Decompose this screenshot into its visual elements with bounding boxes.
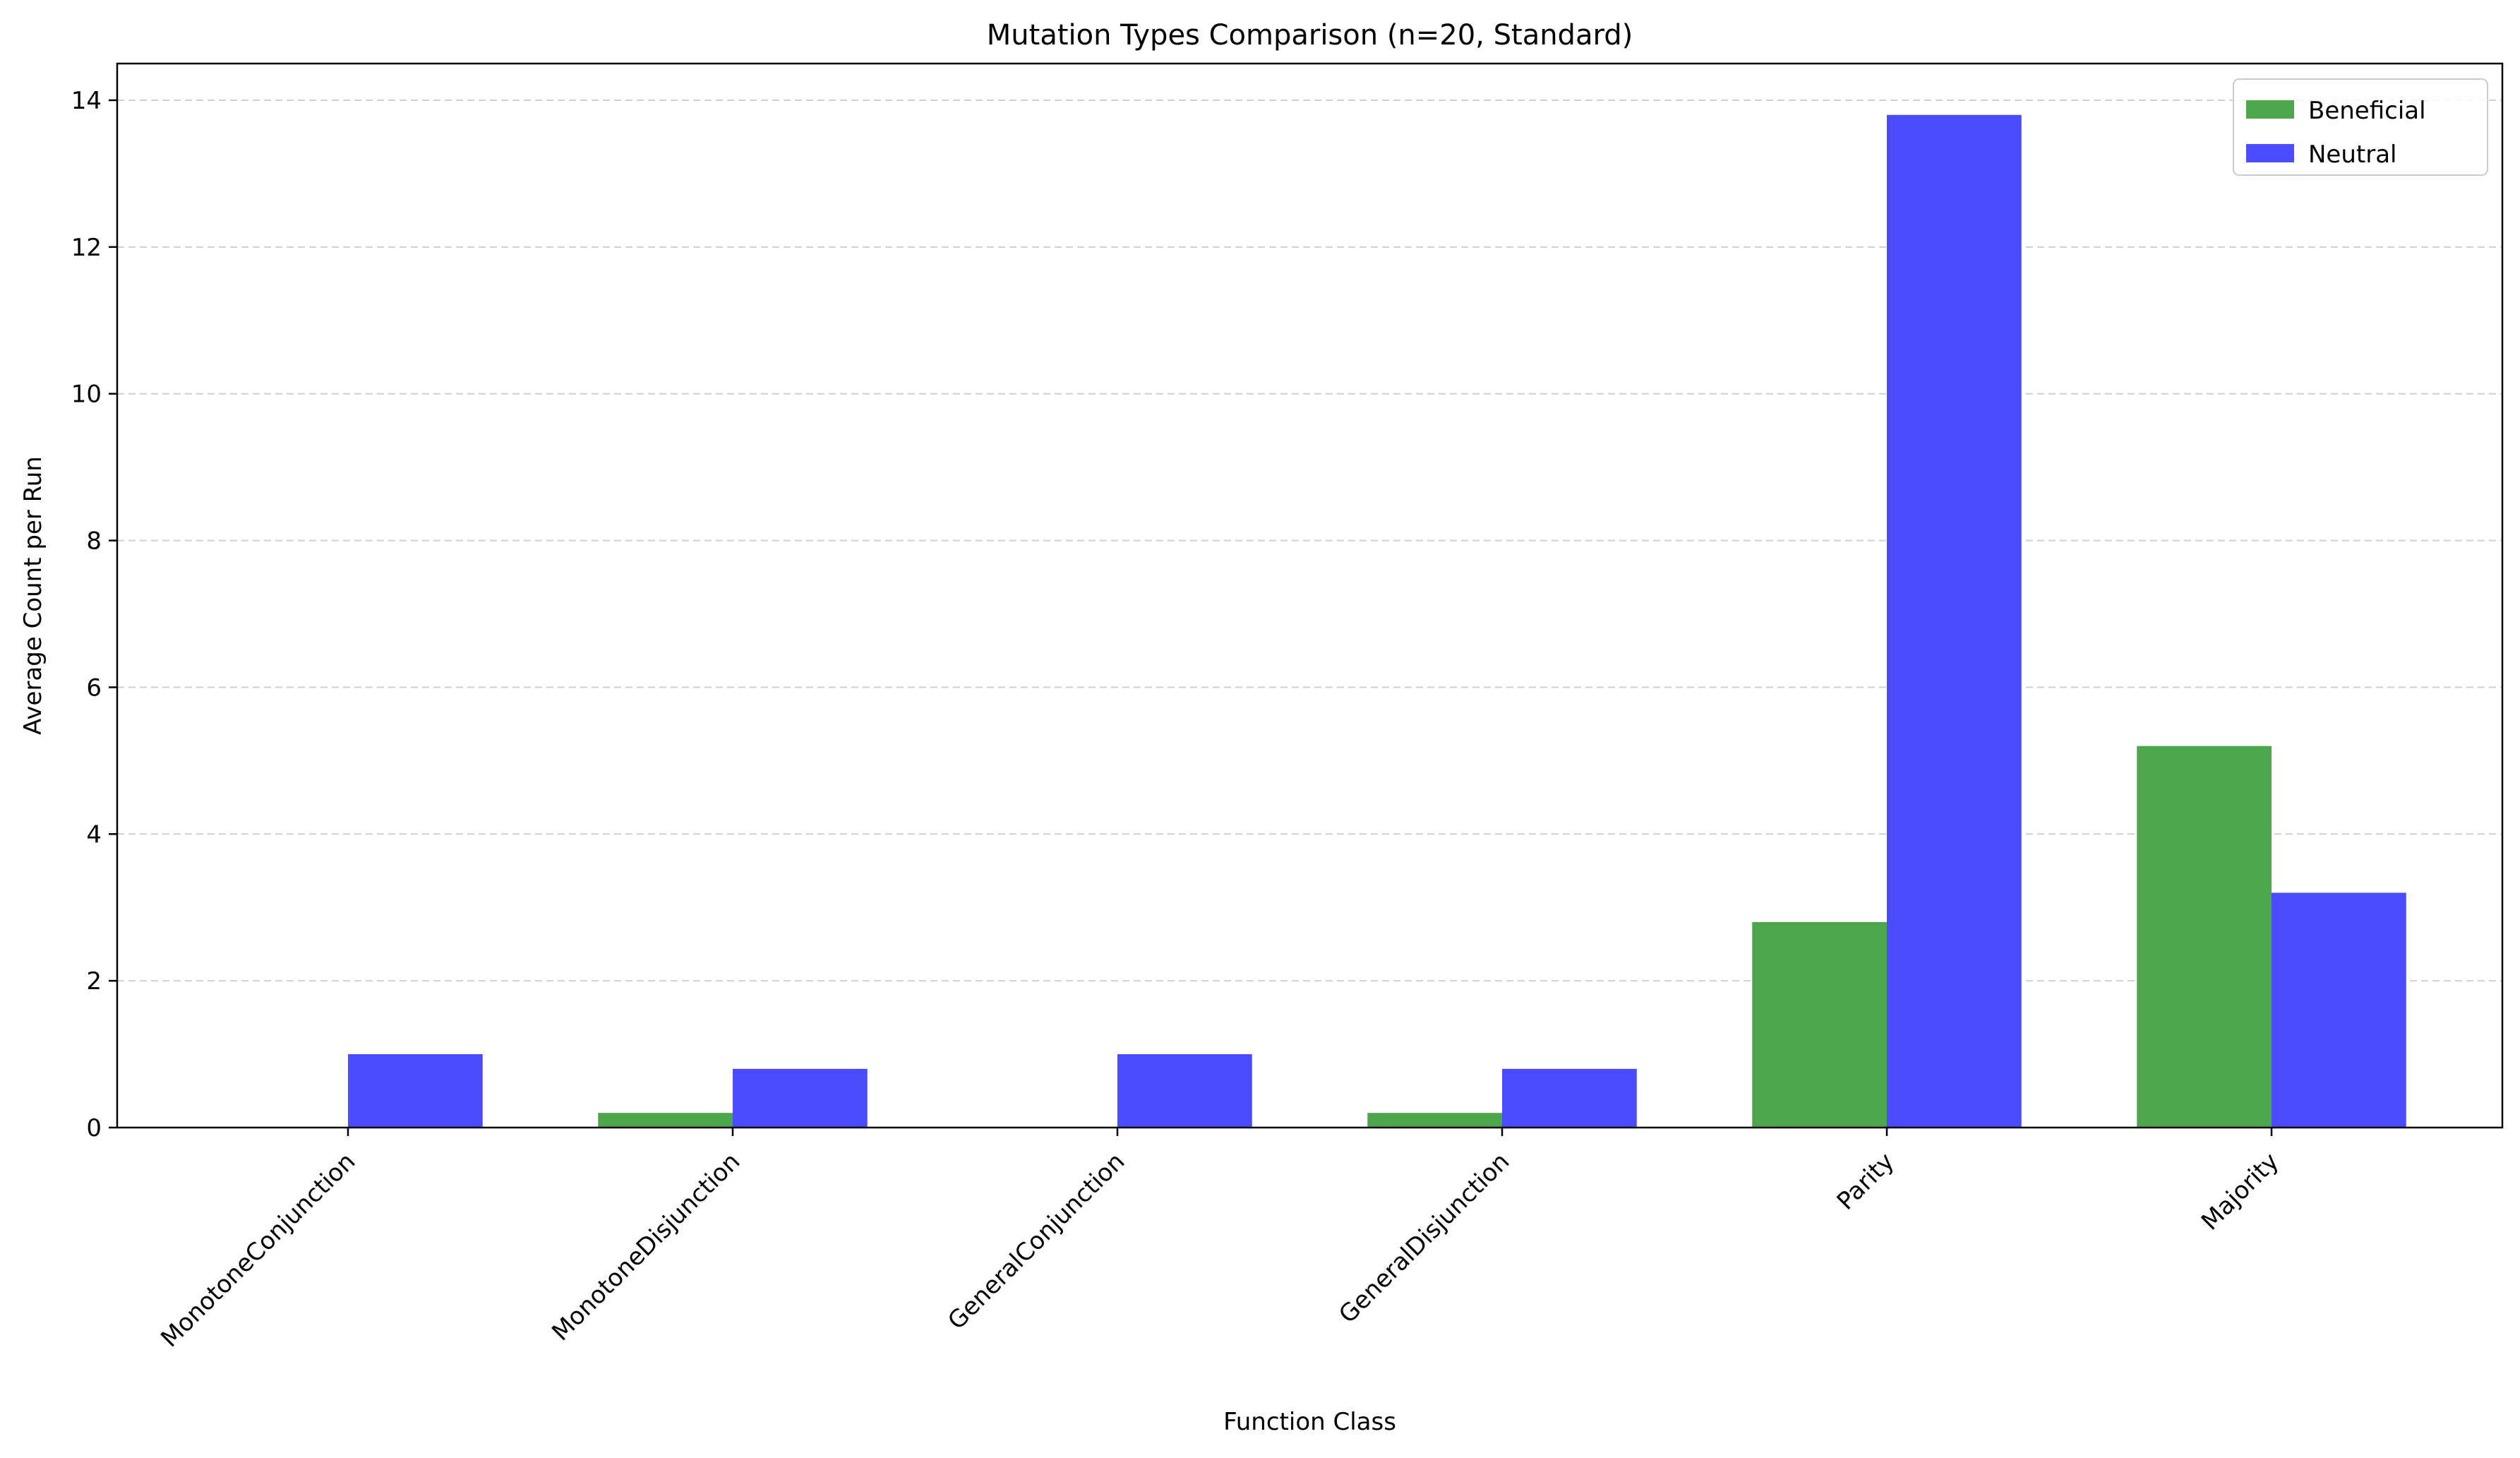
y-tick-label: 12	[71, 234, 102, 262]
x-tick-label: MonotoneDisjunction	[546, 1147, 745, 1346]
bars	[348, 114, 2406, 1128]
bar-neutral-generalconjunction	[1117, 1054, 1252, 1128]
y-axis-label: Average Count per Run	[19, 456, 47, 735]
y-axis-ticks: 0 2 4 6 8 10 12 14	[71, 87, 117, 1142]
x-tick-label: Majority	[2196, 1147, 2284, 1236]
y-tick-label: 4	[86, 820, 102, 849]
x-axis-ticks: MonotoneConjunction MonotoneDisjunction Ge…	[155, 1128, 2284, 1353]
legend-box	[2233, 78, 2488, 176]
x-axis-label: Function Class	[1223, 1408, 1396, 1436]
bar-neutral-generaldisjunction	[1502, 1068, 1637, 1128]
legend-label-beneficial: Beneficial	[2308, 97, 2426, 125]
grid-lines	[117, 99, 2502, 982]
y-tick-label: 10	[71, 381, 102, 409]
legend: Beneficial Neutral	[2233, 78, 2488, 176]
legend-swatch-neutral	[2246, 144, 2294, 162]
bar-neutral-monotonedisjunction	[733, 1068, 868, 1128]
bar-beneficial-parity	[1752, 921, 1887, 1128]
bar-neutral-majority	[2272, 892, 2406, 1128]
x-tick-label: MonotoneConjunction	[155, 1147, 361, 1353]
y-tick-label: 2	[86, 967, 102, 996]
legend-label-neutral: Neutral	[2308, 141, 2397, 169]
chart-title: Mutation Types Comparison (n=20, Standar…	[987, 19, 1633, 52]
bar-beneficial-generaldisjunction	[1367, 1113, 1502, 1128]
y-tick-label: 6	[86, 674, 102, 702]
y-tick-label: 14	[71, 87, 102, 115]
bar-neutral-monotoneconjunction	[348, 1054, 483, 1128]
bar-beneficial-majority	[2137, 746, 2272, 1128]
bar-neutral-parity	[1887, 114, 2022, 1128]
x-tick-label: Parity	[1832, 1147, 1900, 1216]
x-tick-label: GeneralDisjunction	[1333, 1147, 1515, 1329]
plot-frame	[116, 62, 2504, 1129]
y-tick-label: 8	[86, 527, 102, 556]
y-tick-label: 0	[86, 1114, 102, 1142]
legend-swatch-beneficial	[2246, 100, 2294, 119]
bar-beneficial-monotonedisjunction	[598, 1113, 733, 1128]
x-tick-label: GeneralConjunction	[942, 1147, 1130, 1335]
